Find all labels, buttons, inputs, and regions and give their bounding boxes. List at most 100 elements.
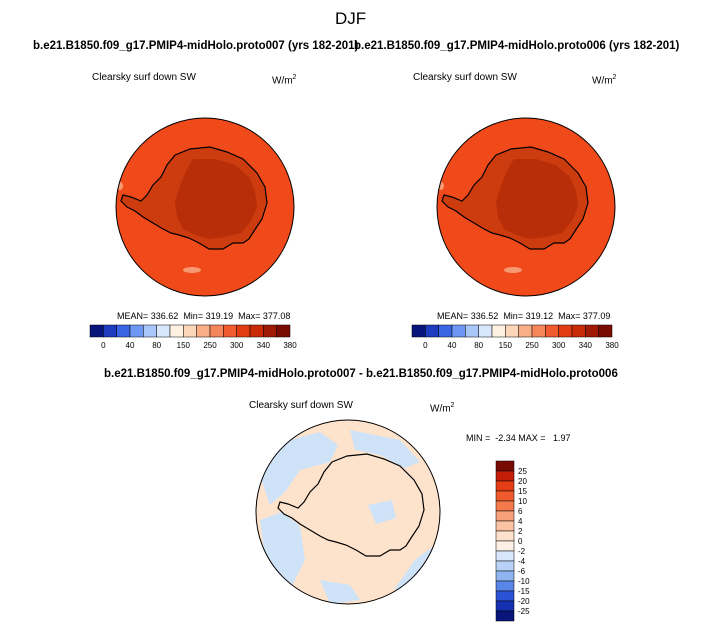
season-title: DJF — [335, 9, 367, 28]
diff-colorbar-tick-label: -2 — [518, 547, 526, 556]
diff-units: W/m2 — [430, 402, 454, 414]
panel-2-border — [436, 117, 616, 297]
diff-map — [255, 419, 441, 605]
panel-1-colorbar-box — [143, 324, 157, 338]
panel-1-stats: MEAN= 336.62 Min= 319.19 Max= 377.08 — [117, 311, 290, 321]
diff-colorbar-tick-label: 20 — [518, 477, 527, 486]
panel-1-case-title: b.e21.B1850.f09_g17.PMIP4-midHolo.proto0… — [33, 40, 359, 52]
panel-2-colorbar: 0 40 80 150 250 300 340 380 — [411, 324, 619, 350]
diff-colorbar-box — [495, 460, 515, 472]
panel-2-colorbar-tick-label: 0 — [423, 341, 428, 350]
diff-neg-patch — [368, 500, 396, 524]
diff-colorbar-tick-label: -4 — [518, 557, 526, 566]
panel-2-units-exp: 2 — [612, 74, 617, 81]
panel-1-colorbar-box — [169, 324, 184, 338]
panel-2-colorbar-tick-label: 250 — [525, 341, 539, 350]
diff-colorbar-box — [495, 480, 515, 492]
panel-2-colorbar-box — [585, 324, 599, 338]
diff-colorbar-box — [495, 490, 515, 502]
panel-2-colorbar-box — [451, 324, 466, 338]
panel-1-colorbar-tick-label: 40 — [126, 341, 135, 350]
panel-1-colorbar-tick-label: 340 — [257, 341, 271, 350]
panel-2-colorbar-box — [571, 324, 586, 338]
diff-colorbar-box — [495, 590, 515, 602]
diff-units-exp: 2 — [450, 402, 455, 409]
panel-2-colorbar-tick-label: 40 — [448, 341, 457, 350]
diff-units-base: W/m — [430, 403, 451, 415]
panel-1-colorbar-box — [249, 324, 264, 338]
panel-1-colorbar-box — [196, 324, 211, 338]
panel-1-variable: Clearsky surf down SW — [92, 72, 196, 83]
diff-colorbar-box — [495, 550, 515, 562]
panel-2-colorbar-box — [438, 324, 453, 338]
panel-2-colorbar-box — [411, 324, 426, 338]
diff-colorbar-box — [495, 510, 515, 522]
diff-colorbar-box — [495, 560, 515, 572]
diff-colorbar-box — [495, 530, 515, 542]
panel-1-colorbar-box — [209, 324, 224, 338]
panel-1-colorbar-box — [223, 324, 237, 338]
panel-2-colorbar-box — [425, 324, 439, 338]
panel-2-colorbar-box — [545, 324, 559, 338]
panel-2-colorbar-box — [531, 324, 546, 338]
panel-1-border — [115, 117, 295, 297]
panel-1-sea-ice-patch — [183, 267, 201, 273]
diff-neg-patch — [320, 580, 360, 604]
panel-2-plateau — [496, 159, 578, 239]
panel-1-colorbar-box — [116, 324, 131, 338]
panel-1-colorbar-tick-label: 0 — [101, 341, 106, 350]
diff-colorbar-tick-label: 4 — [518, 517, 523, 526]
diff-stats: MIN = -2.34 MAX = 1.97 — [466, 433, 571, 443]
panel-1-colorbar-box — [89, 324, 104, 338]
panel-1-colorbar-tick-label: 380 — [283, 341, 297, 350]
diff-colorbar-tick-label: 0 — [518, 537, 523, 546]
panel-2-colorbar-box — [558, 324, 573, 338]
diff-colorbar-tick-label: 25 — [518, 467, 527, 476]
panel-2-colorbar-tick-label: 80 — [474, 341, 483, 350]
panel-2-max: Max= 377.09 — [558, 311, 611, 321]
diff-colorbar-tick-label: 15 — [518, 487, 527, 496]
panel-2-colorbar-box — [478, 324, 493, 338]
diff-colorbar-box — [495, 470, 515, 482]
diff-neg-patch — [258, 432, 338, 505]
diff-colorbar-box — [495, 570, 515, 582]
panel-2-colorbar-box — [491, 324, 506, 338]
panel-1-colorbar-box — [129, 324, 144, 338]
panel-2-colorbar-box — [505, 324, 519, 338]
panel-1-units-exp: 2 — [292, 74, 297, 81]
diff-colorbar-tick-label: 6 — [518, 507, 523, 516]
diff-colorbar-box — [495, 610, 515, 622]
diff-colorbar-tick-label: -20 — [518, 597, 530, 606]
panel-1-min: Min= 319.19 — [183, 311, 234, 321]
diff-colorbar-box — [495, 580, 515, 592]
panel-2-case-title: b.e21.B1850.f09_g17.PMIP4-midHolo.proto0… — [354, 40, 680, 52]
diff-border — [255, 419, 441, 605]
panel-1-colorbar-tick-label: 150 — [177, 341, 191, 350]
panel-2-units-base: W/m — [592, 75, 613, 87]
diff-colorbar-box — [495, 540, 515, 552]
panel-1-colorbar-box — [183, 324, 197, 338]
diff-case-title: b.e21.B1850.f09_g17.PMIP4-midHolo.proto0… — [104, 368, 618, 380]
diff-colorbar-box — [495, 500, 515, 512]
panel-2-colorbar-tick-label: 340 — [579, 341, 593, 350]
diff-colorbar-tick-label: -10 — [518, 577, 530, 586]
diff-colorbar-tick-label: 10 — [518, 497, 527, 506]
panel-2-colorbar-tick-label: 380 — [605, 341, 619, 350]
panel-2-min: Min= 319.12 — [503, 311, 554, 321]
panel-2-map — [436, 117, 616, 297]
diff-variable: Clearsky surf down SW — [249, 400, 353, 411]
panel-1-colorbar-box — [156, 324, 171, 338]
panel-1-units-base: W/m — [272, 75, 293, 87]
diff-colorbar-box — [495, 600, 515, 612]
panel-1-colorbar-box — [236, 324, 251, 338]
panel-1-colorbar-tick-label: 250 — [203, 341, 217, 350]
panel-2-sea-ice-patch — [504, 267, 522, 273]
panel-2-colorbar-box — [598, 324, 613, 338]
panel-1-units: W/m2 — [272, 74, 296, 86]
panel-1-colorbar-box — [276, 324, 291, 338]
panel-2-units: W/m2 — [592, 74, 616, 86]
panel-1-colorbar-box — [103, 324, 117, 338]
panel-2-mean: MEAN= 336.52 — [437, 311, 499, 321]
